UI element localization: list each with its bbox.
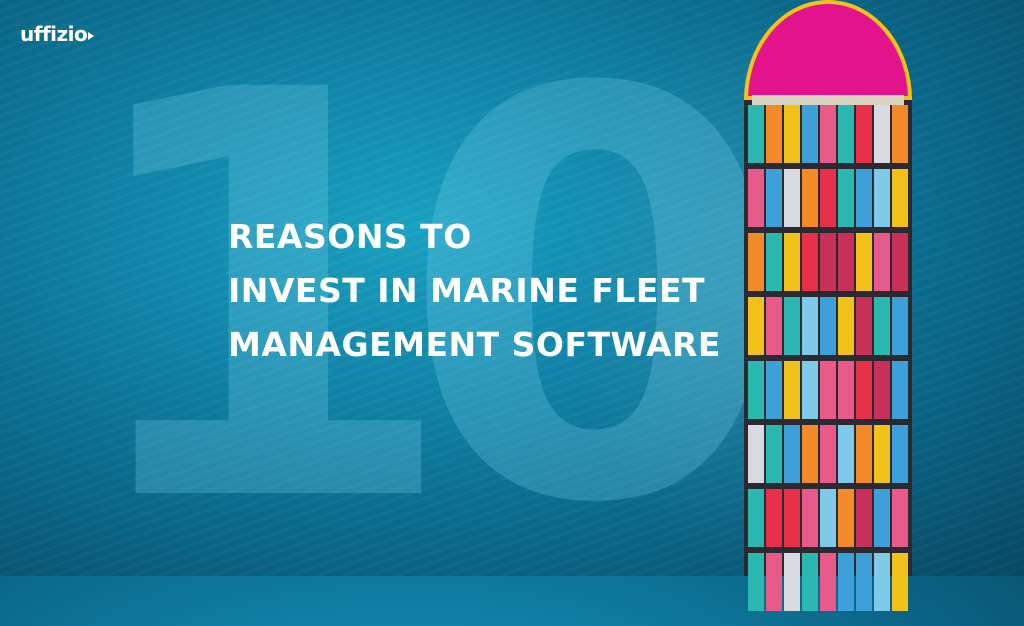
container <box>838 233 854 291</box>
container <box>820 105 836 163</box>
headline-line-2: INVEST IN MARINE FLEET <box>228 271 706 310</box>
container <box>766 425 782 483</box>
container-row <box>748 361 908 419</box>
container <box>748 361 764 419</box>
container <box>856 169 872 227</box>
logo-text: uffizio <box>20 22 88 46</box>
container <box>784 105 800 163</box>
container <box>802 489 818 547</box>
container <box>838 105 854 163</box>
container <box>874 297 890 355</box>
container-row <box>748 233 908 291</box>
container-row <box>748 297 908 355</box>
container <box>784 489 800 547</box>
container <box>784 169 800 227</box>
container-row <box>748 169 908 227</box>
container <box>820 169 836 227</box>
container <box>856 361 872 419</box>
container <box>748 553 764 611</box>
container <box>802 169 818 227</box>
container <box>748 425 764 483</box>
container <box>838 553 854 611</box>
container <box>784 425 800 483</box>
container-row <box>748 553 908 611</box>
container <box>874 425 890 483</box>
container <box>874 361 890 419</box>
container <box>766 233 782 291</box>
container <box>766 169 782 227</box>
container <box>892 553 908 611</box>
container <box>838 361 854 419</box>
headline-line-1: REASONS TO <box>228 217 472 256</box>
container <box>820 425 836 483</box>
container <box>820 297 836 355</box>
container <box>766 489 782 547</box>
container <box>748 489 764 547</box>
ship-bow <box>744 0 912 100</box>
container <box>766 553 782 611</box>
container <box>856 553 872 611</box>
container <box>802 233 818 291</box>
headline: REASONS TO INVEST IN MARINE FLEET MANAGE… <box>228 210 721 372</box>
container <box>856 297 872 355</box>
container <box>838 297 854 355</box>
logo-arrow-icon <box>88 31 95 40</box>
container <box>838 489 854 547</box>
container <box>874 169 890 227</box>
container <box>784 233 800 291</box>
container <box>874 553 890 611</box>
container <box>748 105 764 163</box>
container <box>892 489 908 547</box>
container <box>838 425 854 483</box>
container <box>802 425 818 483</box>
ship-deck <box>752 95 904 105</box>
container <box>766 361 782 419</box>
container <box>874 105 890 163</box>
container-row <box>748 105 908 163</box>
container <box>892 297 908 355</box>
container <box>802 105 818 163</box>
container <box>856 233 872 291</box>
container <box>820 489 836 547</box>
container <box>802 361 818 419</box>
container <box>892 169 908 227</box>
container <box>784 297 800 355</box>
uffizio-logo[interactable]: uffizio <box>20 22 95 46</box>
container <box>892 105 908 163</box>
container-ship <box>744 0 912 611</box>
container <box>820 233 836 291</box>
container <box>802 297 818 355</box>
container <box>874 233 890 291</box>
container <box>856 105 872 163</box>
headline-line-3: MANAGEMENT SOFTWARE <box>228 325 721 364</box>
container <box>748 297 764 355</box>
container <box>748 169 764 227</box>
container <box>802 553 818 611</box>
container <box>820 553 836 611</box>
container <box>820 361 836 419</box>
container <box>784 361 800 419</box>
container <box>838 169 854 227</box>
container <box>748 233 764 291</box>
container <box>892 233 908 291</box>
container <box>856 489 872 547</box>
container <box>892 361 908 419</box>
big-number: 10 <box>70 0 789 626</box>
container <box>766 105 782 163</box>
container <box>892 425 908 483</box>
container <box>856 425 872 483</box>
container <box>766 297 782 355</box>
container-row <box>748 425 908 483</box>
container <box>874 489 890 547</box>
container-row <box>748 489 908 547</box>
container <box>784 553 800 611</box>
